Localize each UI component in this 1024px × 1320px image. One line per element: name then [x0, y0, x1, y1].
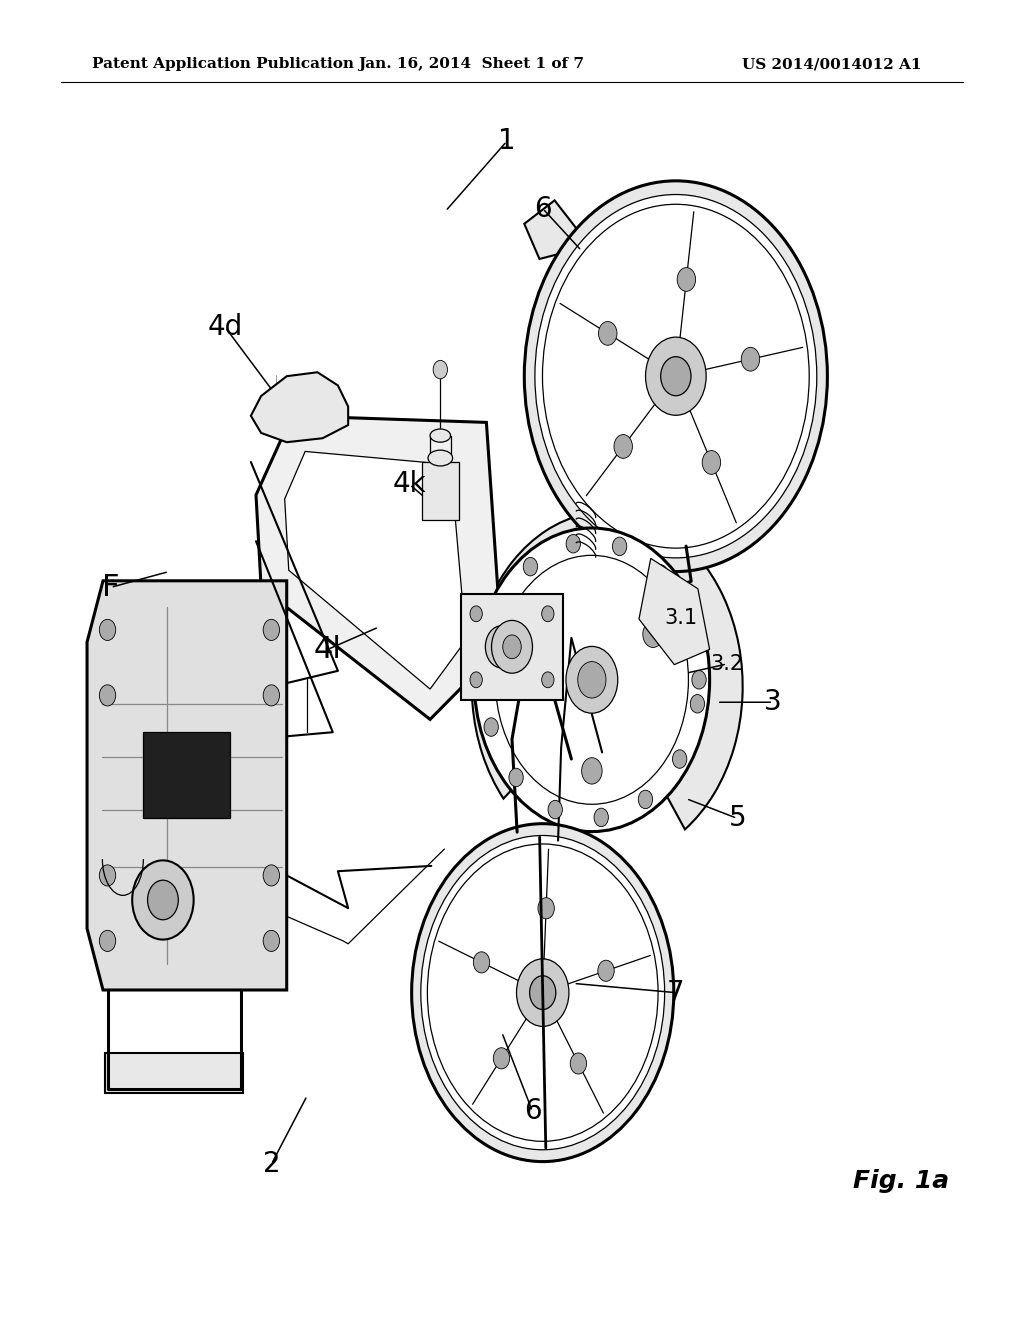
Text: 3.1: 3.1 — [665, 607, 697, 628]
Circle shape — [492, 620, 532, 673]
Circle shape — [478, 659, 493, 677]
Text: 7: 7 — [667, 978, 685, 1007]
Polygon shape — [87, 581, 287, 990]
Circle shape — [566, 647, 617, 713]
Circle shape — [99, 931, 116, 952]
Circle shape — [520, 622, 541, 648]
Circle shape — [702, 450, 721, 474]
Circle shape — [566, 535, 581, 553]
Bar — [143, 733, 230, 818]
Circle shape — [645, 337, 707, 416]
Circle shape — [614, 434, 633, 458]
Circle shape — [494, 1048, 510, 1069]
Text: Fig. 1a: Fig. 1a — [853, 1170, 949, 1193]
Text: 1: 1 — [498, 127, 516, 156]
Circle shape — [653, 565, 668, 583]
Circle shape — [509, 768, 523, 787]
Circle shape — [524, 181, 827, 572]
Circle shape — [673, 750, 687, 768]
Circle shape — [582, 758, 602, 784]
Circle shape — [470, 606, 482, 622]
Text: 4k: 4k — [393, 470, 426, 499]
Circle shape — [543, 205, 809, 548]
Circle shape — [538, 898, 554, 919]
Text: 3: 3 — [764, 688, 782, 717]
Circle shape — [147, 880, 178, 920]
Circle shape — [263, 931, 280, 952]
Circle shape — [263, 865, 280, 886]
Circle shape — [578, 661, 606, 698]
Circle shape — [741, 347, 760, 371]
Circle shape — [516, 958, 569, 1027]
Circle shape — [690, 694, 705, 713]
Text: US 2014/0014012 A1: US 2014/0014012 A1 — [742, 57, 922, 71]
Circle shape — [99, 619, 116, 640]
Text: 6: 6 — [534, 194, 552, 223]
Polygon shape — [461, 594, 563, 700]
Circle shape — [494, 636, 510, 657]
Circle shape — [470, 672, 482, 688]
Circle shape — [598, 322, 616, 346]
Polygon shape — [524, 201, 578, 259]
Circle shape — [594, 808, 608, 826]
Text: 4d: 4d — [208, 313, 243, 342]
Text: 3.2: 3.2 — [711, 653, 743, 675]
Circle shape — [99, 865, 116, 886]
Circle shape — [542, 672, 554, 688]
Text: 5: 5 — [728, 804, 746, 833]
Circle shape — [474, 528, 710, 832]
Text: Jan. 16, 2014  Sheet 1 of 7: Jan. 16, 2014 Sheet 1 of 7 — [358, 57, 584, 71]
Text: 2: 2 — [262, 1150, 281, 1179]
Circle shape — [484, 718, 499, 737]
Polygon shape — [285, 451, 466, 689]
Circle shape — [692, 671, 707, 689]
Circle shape — [598, 960, 614, 981]
Circle shape — [548, 800, 562, 818]
Ellipse shape — [430, 429, 451, 442]
Text: F: F — [101, 573, 120, 602]
Circle shape — [433, 360, 447, 379]
Circle shape — [529, 975, 556, 1010]
Wedge shape — [472, 512, 742, 829]
Circle shape — [542, 606, 554, 622]
Text: 6: 6 — [523, 1097, 542, 1126]
Circle shape — [570, 1053, 587, 1074]
Polygon shape — [251, 372, 348, 442]
Circle shape — [503, 635, 521, 659]
Circle shape — [492, 602, 506, 620]
Circle shape — [132, 861, 194, 940]
Circle shape — [523, 557, 538, 576]
Circle shape — [99, 685, 116, 706]
Circle shape — [612, 537, 627, 556]
Polygon shape — [639, 558, 710, 665]
Circle shape — [473, 952, 489, 973]
Text: 4l: 4l — [313, 635, 342, 664]
Circle shape — [638, 791, 652, 809]
Circle shape — [427, 843, 658, 1142]
Circle shape — [263, 685, 280, 706]
Circle shape — [643, 622, 664, 648]
Circle shape — [412, 824, 674, 1162]
Polygon shape — [256, 416, 502, 719]
Circle shape — [485, 626, 518, 668]
Bar — [422, 462, 459, 520]
Circle shape — [263, 619, 280, 640]
Circle shape — [660, 356, 691, 396]
Circle shape — [535, 194, 817, 558]
Ellipse shape — [428, 450, 453, 466]
Bar — [105, 1053, 243, 1093]
Circle shape — [682, 612, 696, 631]
Circle shape — [677, 268, 695, 292]
Text: Patent Application Publication: Patent Application Publication — [92, 57, 354, 71]
Circle shape — [421, 836, 665, 1150]
